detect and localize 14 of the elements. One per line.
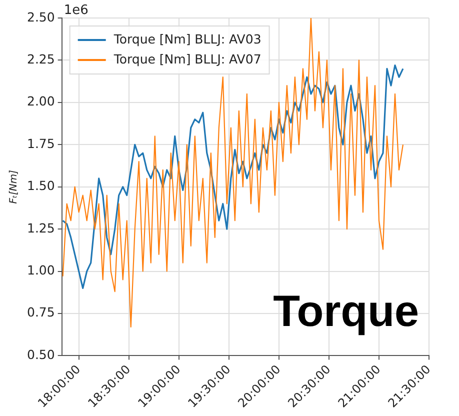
y-tick-label: 1.75 <box>26 136 55 151</box>
y-tick-label: 1.50 <box>26 178 55 194</box>
text: 1e6 <box>64 2 88 18</box>
y-tick-label: 2.00 <box>26 94 55 109</box>
y-tick-label: 2.25 <box>26 51 55 66</box>
y-tick-label: 1.25 <box>26 220 55 236</box>
y-axis-title: Fₜ[Nm] <box>8 170 20 204</box>
y-tick-label: 1.00 <box>26 262 55 278</box>
annotation: Torque <box>273 286 419 336</box>
y-tick-label: 0.50 <box>26 346 55 362</box>
y-tick-label: 2.50 <box>26 9 55 24</box>
y-tick-label: 0.75 <box>26 304 55 320</box>
legend-label: Torque [Nm] BLLJ: AV07 <box>112 51 262 66</box>
legend-label: Torque [Nm] BLLJ: AV03 <box>112 31 262 46</box>
